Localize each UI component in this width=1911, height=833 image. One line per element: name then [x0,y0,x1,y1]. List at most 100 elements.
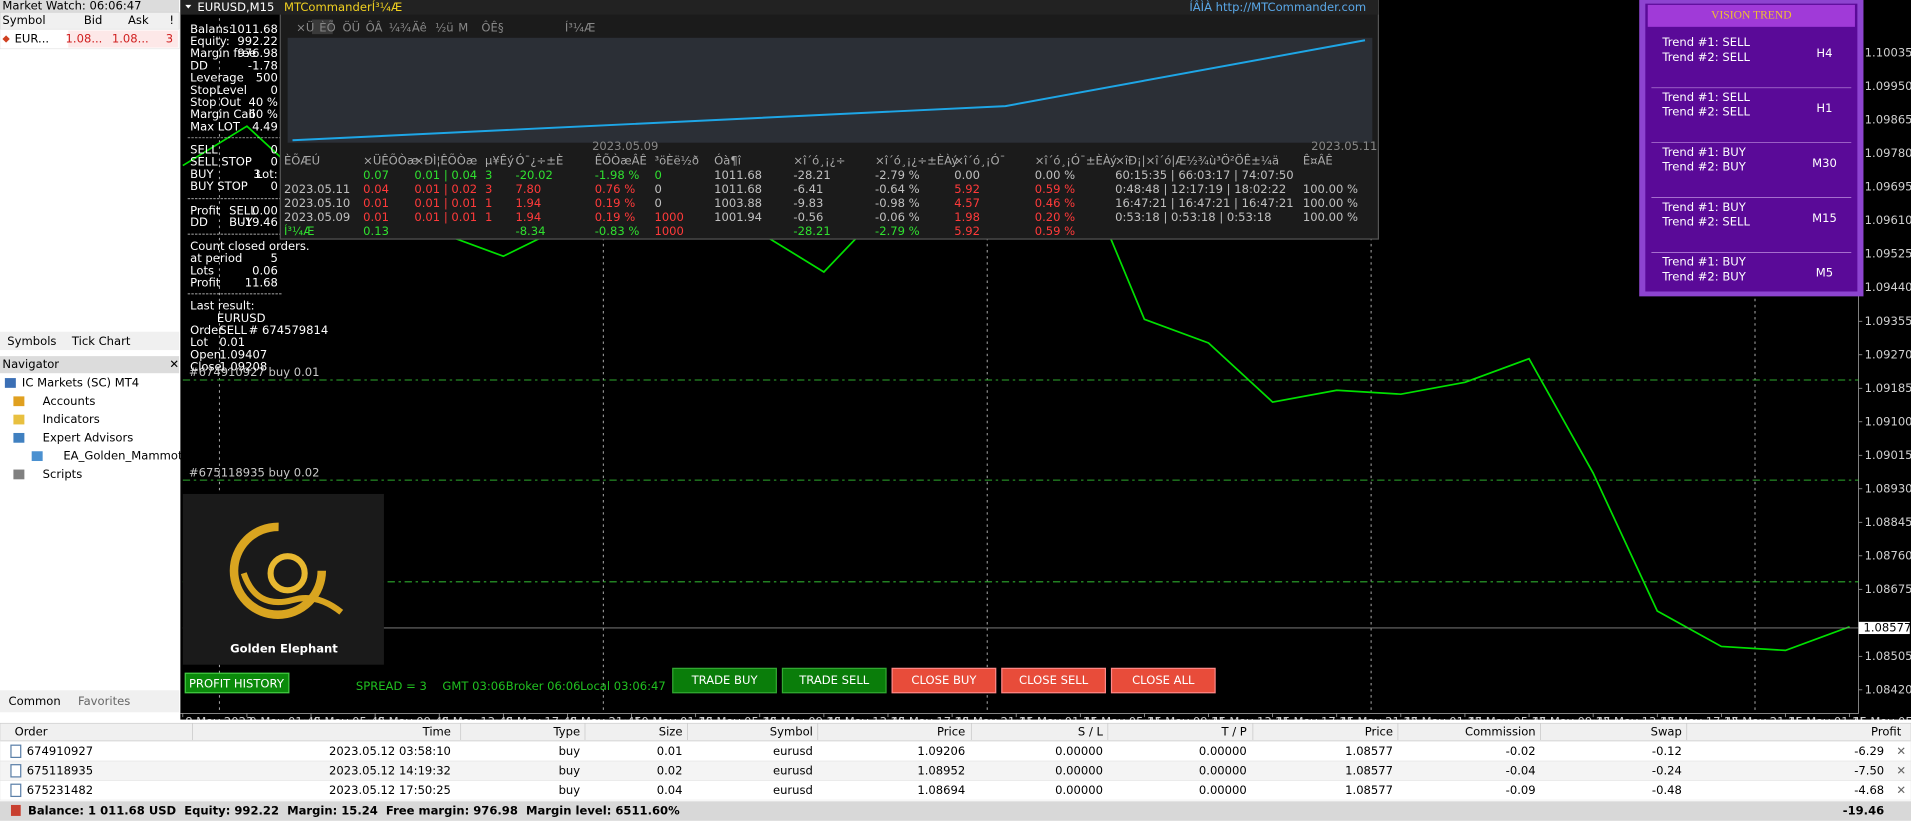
logo-box [182,493,384,665]
column-header: Bid [84,13,103,27]
trend-text: Trend #2: SELL [1661,50,1750,64]
toolbar-item[interactable]: Í³¼Æ [565,20,596,35]
order-cell: 0.00000 [1199,744,1247,758]
tree-item[interactable]: Scripts [43,467,83,481]
tree-item[interactable]: EA_Golden_Mammoth [63,449,189,463]
table-cell: 0.01 | 0.02 [414,182,477,196]
table-header: ×ÜÊÕÒæ [363,151,418,167]
total-profit: -19.46 [1843,804,1884,818]
info-text: BUY STOP [190,179,248,193]
y-tick-label: 1.09270 [1865,347,1911,361]
close-order[interactable]: ✕ [1896,744,1906,758]
close-icon[interactable]: ✕ [169,357,179,371]
info-text: SELL [219,323,247,337]
info-text: Margin Call [190,107,255,121]
table-header: ÈÕÆÚ [284,152,320,167]
toolbar-item[interactable]: ×Ü [296,19,314,35]
y-tick-label: 1.09100 [1865,414,1911,428]
info-text: 992.22 [237,34,278,48]
tab[interactable]: Symbols [7,334,56,348]
table-cell: -0.06 % [875,210,920,224]
info-text: Order [190,323,223,337]
trend-body [1645,3,1858,292]
table-cell: 0 [654,196,661,210]
toolbar-item[interactable]: ¼¾ [389,21,411,35]
equity-curve [292,39,1366,142]
toolbar-item[interactable]: ÈÕ [319,20,335,35]
equity-chart-bg [287,37,1373,143]
button-label: CLOSE BUY [911,673,977,687]
column-header: Price [937,724,965,738]
table-cell: 1 [485,210,492,224]
bid-label-box [1858,621,1910,635]
order-cell: -6.29 [1854,744,1884,758]
table-header: ×î´ó¸¡Ó¯ [954,152,1005,167]
toolbar-item[interactable]: M [458,21,468,35]
toolbar-item[interactable]: Äê [412,20,427,35]
tree-item[interactable]: Accounts [43,394,96,408]
tree-item[interactable]: IC Markets (SC) MT4 [22,375,139,389]
tree-item[interactable]: Expert Advisors [43,430,134,444]
market-watch-title: Market Watch: 06:06:47 [2,0,141,13]
tab[interactable]: Common [9,694,61,708]
commander-link[interactable]: ÍÂÌÀ http://MTCommander.com [1189,0,1366,14]
info-text: # 674579814 [249,323,329,337]
info-text: Lot [190,335,208,349]
table-cell: 1011.68 [714,168,762,182]
y-tick-label: 1.09440 [1865,280,1911,294]
info-text: 0 [271,83,278,97]
trade-button[interactable] [891,667,997,694]
y-tick-label: 1.08420 [1865,682,1911,696]
close-order[interactable]: ✕ [1896,763,1906,777]
table-cell: 0.19 % [595,196,635,210]
quote-cell: 3 [166,32,173,46]
trend-text: Trend #1: BUY [1661,200,1746,214]
info-text: BUY [229,215,253,229]
order-cell: 0.00000 [1055,744,1103,758]
info-text: Close [190,360,222,374]
quote-highlight [68,30,178,48]
y-tick-label: 1.09185 [1865,381,1911,395]
info-text: Leverage [190,71,244,85]
trend-text: Trend #2: BUY [1661,269,1746,283]
info-text: 0 [271,143,278,157]
order-row[interactable] [0,780,1911,801]
table-cell: 5.92 [954,224,980,238]
info-text: Profit [190,203,221,217]
trade-button[interactable] [1110,667,1216,694]
info-text: StopLevel [190,83,247,97]
tree-item[interactable]: Indicators [43,412,100,426]
toolbar-item[interactable]: ÔÊ§ [481,20,503,35]
navigator-title: Navigator [2,357,59,371]
toolbar-item[interactable]: ÖÜ [342,19,360,35]
tab[interactable]: Tick Chart [71,334,131,348]
y-tick-label: 1.09695 [1865,180,1911,194]
table-cell: -20.02 [516,168,553,182]
column-header: Order [15,724,48,738]
close-order[interactable]: ✕ [1896,783,1906,797]
trend-title: VISION TREND [1711,9,1791,22]
order-cell: 2023.05.12 03:58:10 [329,744,451,758]
toolbar-item[interactable]: ÔÂ [366,20,383,35]
table-cell: 5.92 [954,182,980,196]
button-label: PROFIT HISTORY [189,677,285,691]
commander-titlebar [180,0,1379,15]
order-cell: 675118935 [27,763,93,777]
table-cell: -1.98 % [595,168,640,182]
toolbar-item[interactable]: ½ü [435,21,454,35]
equity-date: 2023.05.11 [1311,139,1377,153]
trend-text: Trend #2: BUY [1661,160,1746,174]
column-header: Type [553,724,581,738]
info-text: 0 [271,179,278,193]
trade-button[interactable] [1001,667,1107,694]
table-cell: 0.01 | 0.01 [414,210,477,224]
trade-button[interactable] [672,667,777,694]
trend-text: Trend #2: SELL [1661,214,1750,228]
trade-button[interactable] [781,667,887,694]
column-header: Size [659,724,683,738]
profit-history-button[interactable] [184,672,290,694]
button-label: TRADE SELL [798,673,870,687]
info-text: Open [190,347,221,361]
tab[interactable]: Favorites [78,694,130,708]
